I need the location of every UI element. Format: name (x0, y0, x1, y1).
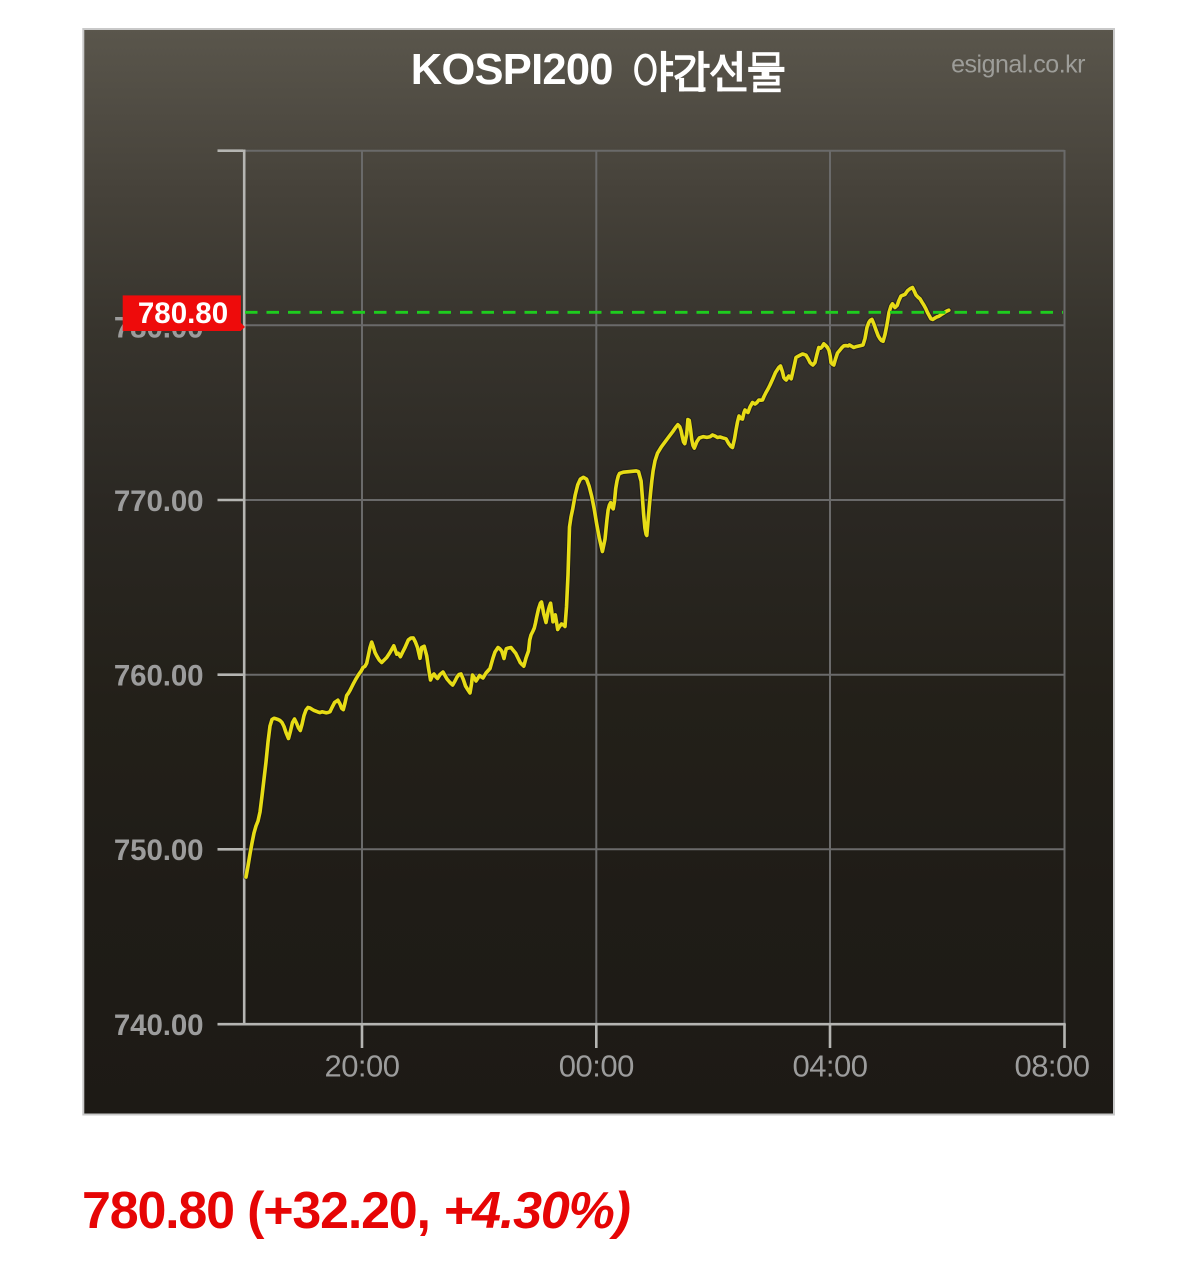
svg-text:KOSPI200: KOSPI200 (411, 46, 613, 94)
svg-text:780.80: 780.80 (138, 297, 228, 330)
svg-text:770.00: 770.00 (114, 485, 204, 518)
svg-text:750.00: 750.00 (114, 834, 204, 867)
svg-text:08:00: 08:00 (1014, 1049, 1089, 1084)
svg-text:20:00: 20:00 (324, 1049, 399, 1084)
svg-text:04:00: 04:00 (792, 1049, 867, 1084)
svg-text:780.80 (+32.20, +4.30%): 780.80 (+32.20, +4.30%) (82, 1182, 630, 1240)
svg-text:740.00: 740.00 (114, 1009, 204, 1042)
svg-text:00:00: 00:00 (559, 1049, 634, 1084)
svg-text:760.00: 760.00 (114, 660, 204, 693)
svg-text:esignal.co.kr: esignal.co.kr (951, 51, 1085, 79)
